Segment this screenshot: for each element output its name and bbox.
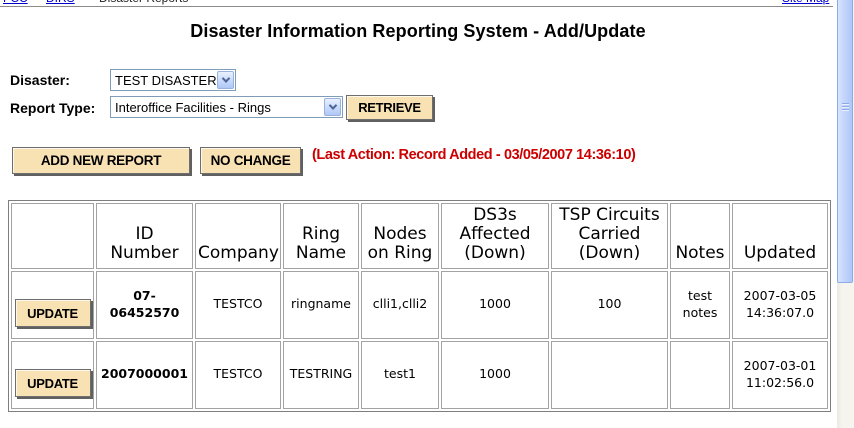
header-notes: Notes [670, 203, 730, 269]
breadcrumb: Disaster Reports [99, 0, 188, 5]
page-title: Disaster Information Reporting System - … [190, 21, 646, 41]
dropdown-arrow-button[interactable] [217, 71, 234, 89]
ring-name-cell: ringname [283, 270, 359, 339]
company-cell: TESTCO [195, 340, 281, 409]
update-cell: UPDATE [11, 270, 94, 339]
table-row: UPDATE 07- 06452570 TESTCO ringname clli… [11, 270, 828, 339]
header-company: Company [195, 203, 281, 269]
header-id-number: ID Number [96, 203, 193, 269]
tsp-circuits-cell: 100 [551, 270, 668, 339]
update-cell: UPDATE [11, 340, 94, 409]
site-map-link[interactable]: Site Map [782, 0, 829, 5]
chevron-down-icon [328, 101, 337, 110]
company-cell: TESTCO [195, 270, 281, 339]
report-type-select-value: Interoffice Facilities - Rings [115, 99, 271, 115]
table-row: UPDATE 2007000001 TESTCO TESTRING test1 … [11, 340, 828, 409]
notes-cell [670, 340, 730, 409]
scrollbar-thumb[interactable] [837, 0, 853, 283]
updated-cell: 2007-03-01 11:02:56.0 [732, 340, 828, 409]
updated-cell: 2007-03-05 14:36:07.0 [732, 270, 828, 339]
nav-link-dirs[interactable]: DIRS [46, 0, 75, 5]
top-nav-inner: FCC DIRS Disaster Reports Site Map [0, 0, 833, 6]
header-updated: Updated [732, 203, 828, 269]
vertical-scrollbar[interactable] [837, 0, 854, 428]
header-tsp-circuits: TSP Circuits Carried (Down) [551, 203, 668, 269]
update-button[interactable]: UPDATE [14, 299, 91, 328]
ds3s-affected-cell: 1000 [441, 270, 549, 339]
ring-name-cell: TESTRING [283, 340, 359, 409]
no-change-button[interactable]: NO CHANGE [200, 147, 301, 174]
dropdown-arrow-button[interactable] [324, 98, 341, 116]
header-ds3s-affected: DS3s Affected (Down) [441, 203, 549, 269]
report-type-select[interactable]: Interoffice Facilities - Rings [110, 96, 343, 118]
update-button[interactable]: UPDATE [14, 369, 91, 398]
report-type-label: Report Type: [10, 100, 96, 116]
header-actions [11, 203, 94, 269]
last-action-status: (Last Action: Record Added - 03/05/2007 … [312, 147, 636, 163]
ds3s-affected-cell: 1000 [441, 340, 549, 409]
tsp-circuits-cell [551, 340, 668, 409]
scrollbar-grip-icon [842, 103, 849, 112]
top-nav-bar: FCC DIRS Disaster Reports Site Map [0, 0, 833, 7]
add-new-report-button[interactable]: ADD NEW REPORT [12, 147, 190, 174]
chevron-down-icon [221, 74, 230, 83]
nodes-on-ring-cell: clli1,clli2 [361, 270, 439, 339]
nav-link-fcc[interactable]: FCC [3, 0, 28, 5]
retrieve-button[interactable]: RETRIEVE [346, 95, 433, 120]
id-number-cell: 07- 06452570 [96, 270, 193, 339]
table-header-row: ID Number Company Ring Name Nodes on Rin… [11, 203, 828, 269]
notes-cell: test notes [670, 270, 730, 339]
disaster-select-value: TEST DISASTER [115, 72, 217, 88]
disaster-select[interactable]: TEST DISASTER [110, 69, 236, 91]
disaster-label: Disaster: [10, 72, 70, 88]
reports-table: ID Number Company Ring Name Nodes on Rin… [8, 200, 831, 412]
id-number-cell: 2007000001 [96, 340, 193, 409]
header-ring-name: Ring Name [283, 203, 359, 269]
nodes-on-ring-cell: test1 [361, 340, 439, 409]
header-nodes-on-ring: Nodes on Ring [361, 203, 439, 269]
